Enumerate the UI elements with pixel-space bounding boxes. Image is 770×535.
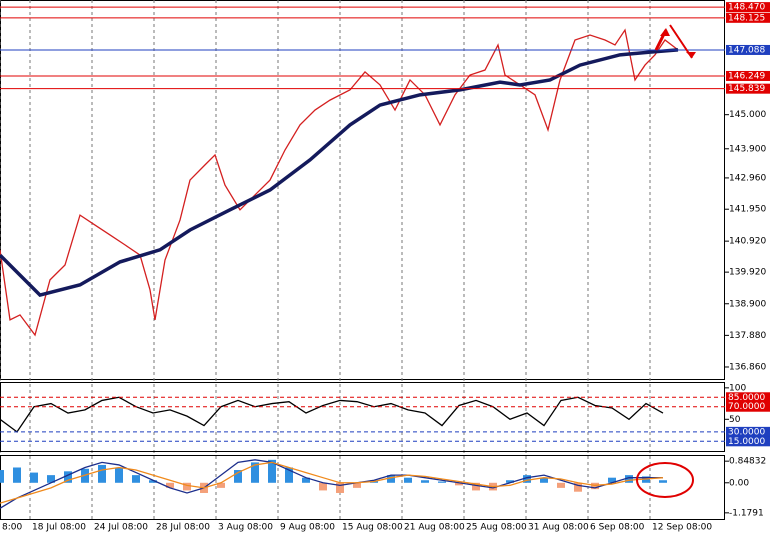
histogram-bar	[98, 464, 106, 483]
histogram-bar	[251, 462, 259, 483]
x-tick-label: 12 Sep 08:00	[652, 523, 712, 533]
x-tick-label: 21 Aug 08:00	[404, 523, 465, 533]
histogram-bar	[64, 471, 72, 483]
histogram-bar	[625, 475, 633, 483]
histogram-bar	[47, 475, 55, 483]
level-label-box	[726, 70, 770, 81]
level-label-box	[726, 392, 770, 403]
x-tick-label: 6 Sep 08:00	[590, 523, 645, 533]
histogram-bar	[557, 482, 565, 488]
histogram-bar	[540, 477, 548, 483]
panel-frame	[0, 382, 725, 452]
histogram-bar	[285, 467, 293, 483]
level-label-box	[726, 2, 770, 13]
y-tick-label: 141.950	[729, 205, 766, 215]
level-label: 85.0000	[728, 393, 765, 403]
level-label-box	[726, 426, 770, 437]
plot-area	[0, 28, 679, 337]
histogram-bar	[183, 482, 191, 491]
x-tick-label: 8:00	[2, 523, 22, 533]
y-tick-label: 50	[729, 415, 741, 425]
histogram-bar	[455, 482, 463, 486]
level-label: 145.839	[728, 84, 765, 94]
series-line	[0, 396, 664, 433]
level-label: 15.0000	[728, 437, 765, 447]
x-tick-label: 3 Aug 08:00	[218, 523, 273, 533]
y-tick-label: 145.000	[729, 110, 766, 120]
histogram-bar	[574, 482, 582, 492]
level-label-box	[726, 44, 770, 55]
level-label: 148.470	[728, 3, 765, 13]
x-tick-label: 9 Aug 08:00	[280, 523, 335, 533]
y-tick-label: -1.1791	[729, 508, 764, 518]
x-tick-label: 15 Aug 08:00	[342, 523, 403, 533]
histogram-bar	[268, 459, 276, 483]
y-tick-label: 137.880	[729, 331, 766, 341]
y-tick-label: 139.920	[729, 268, 766, 278]
histogram-bar	[319, 482, 327, 491]
histogram-bar	[234, 470, 242, 483]
histogram-bar	[302, 477, 310, 483]
y-tick-label: 0.00	[729, 478, 749, 488]
histogram-bar	[421, 480, 429, 483]
histogram-bar	[404, 477, 412, 483]
level-label: 147.088	[728, 45, 765, 55]
histogram-bar	[0, 470, 4, 483]
histogram-bar	[608, 477, 616, 483]
y-tick-label: 136.860	[729, 362, 766, 372]
level-label: 148.125	[728, 13, 765, 23]
y-tick-label: 140.920	[729, 237, 766, 247]
histogram-bar	[438, 481, 446, 483]
histogram-bar	[387, 475, 395, 483]
y-tick-label: 143.900	[729, 144, 766, 154]
histogram-bar	[115, 467, 123, 483]
x-tick-label: 25 Aug 08:00	[466, 523, 527, 533]
series-line	[0, 461, 664, 504]
histogram-bar	[166, 482, 174, 488]
x-tick-label: 24 Jul 08:00	[94, 523, 148, 533]
y-tick-label: 0.84832	[729, 457, 766, 467]
plot-area	[0, 396, 664, 433]
level-label-box	[726, 401, 770, 412]
level-label: 30.0000	[728, 427, 765, 437]
series-line	[0, 48, 679, 298]
histogram-bar	[13, 467, 21, 483]
x-tick-label: 31 Aug 08:00	[528, 523, 589, 533]
x-tick-label: 28 Jul 08:00	[156, 523, 210, 533]
plot-area	[0, 459, 667, 509]
level-label-box	[726, 12, 770, 23]
level-label: 70.0000	[728, 402, 765, 412]
x-tick-label: 18 Jul 08:00	[32, 523, 86, 533]
y-tick-label: 100	[729, 383, 746, 393]
level-label: 146.249	[728, 71, 765, 81]
y-tick-label: 138.900	[729, 299, 766, 309]
histogram-bar	[336, 482, 344, 493]
y-tick-label: 142.960	[729, 173, 766, 183]
histogram-bar	[506, 480, 514, 483]
histogram-bar	[30, 472, 38, 483]
histogram-bar	[472, 482, 480, 491]
series-line	[0, 28, 679, 337]
panel-frame	[0, 455, 725, 520]
histogram-bar	[659, 480, 667, 483]
histogram-bar	[132, 475, 140, 483]
histogram-bar	[353, 482, 361, 488]
histogram-bar	[523, 475, 531, 483]
level-label-box	[726, 436, 770, 447]
histogram-bar	[217, 482, 225, 488]
histogram-bar	[149, 480, 157, 483]
level-label-box	[726, 83, 770, 94]
panel-frame	[0, 0, 725, 380]
